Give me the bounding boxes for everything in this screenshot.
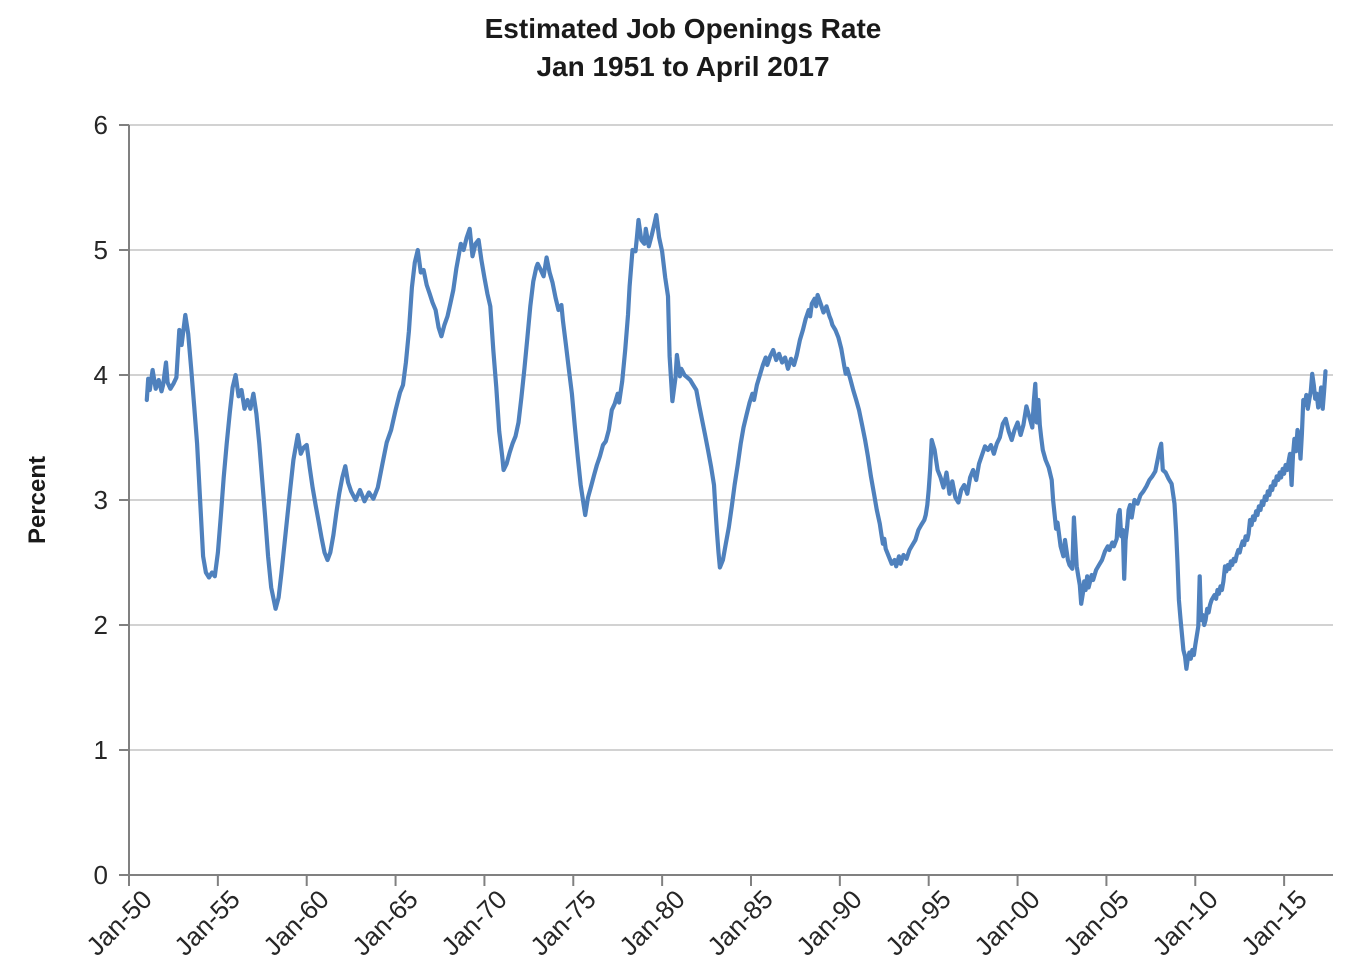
y-tick-label-0: 0: [93, 860, 108, 890]
chart-subtitle: Jan 1951 to April 2017: [536, 51, 830, 82]
y-tick-label-2: 2: [93, 610, 108, 640]
y-tick-label-6: 6: [93, 110, 108, 140]
chart-title: Estimated Job Openings Rate: [484, 13, 882, 44]
y-tick-label-3: 3: [93, 485, 108, 515]
y-tick-label-5: 5: [93, 235, 108, 265]
job-openings-line: [144, 212, 1328, 671]
chart-title-block: Estimated Job Openings Rate Jan 1951 to …: [485, 10, 882, 86]
y-tick-label-1: 1: [93, 735, 108, 765]
y-tick-label-4: 4: [93, 360, 108, 390]
